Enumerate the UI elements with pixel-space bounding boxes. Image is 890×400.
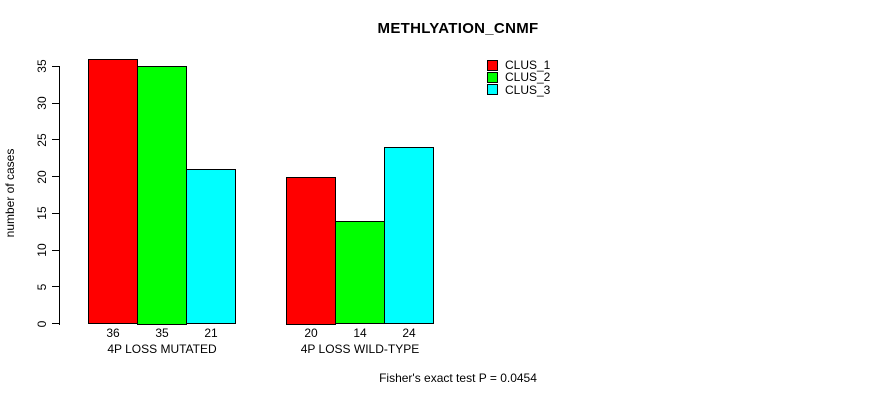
bar-value-label: 14 [353,326,367,340]
legend-label: CLUS_2 [505,70,551,85]
y-tick [52,102,60,104]
category-label: 4P LOSS MUTATED [107,342,217,356]
y-axis-label: number of cases [3,148,17,238]
y-tick-label: 10 [35,243,49,257]
y-tick-label: 5 [35,283,49,291]
legend-label: CLUS_3 [505,82,551,97]
bar-clus_2-group2 [335,220,385,325]
bar-clus_3-group2 [384,147,434,325]
legend-item-clus_1: CLUS_1 [487,59,550,71]
legend-label: CLUS_1 [505,58,551,72]
y-tick-label: 20 [35,169,49,184]
bar-value-label: 35 [155,326,169,340]
legend-swatch-icon [487,71,498,83]
chart-title: METHLYATION_CNMF [377,20,539,37]
y-tick [52,65,60,67]
y-tick [52,249,60,251]
y-tick [52,176,60,177]
y-tick [52,212,60,214]
bar-clus_1-group1 [88,58,138,325]
y-tick-label: 30 [35,96,49,110]
legend-swatch-icon [487,59,498,71]
bar-clus_2-group1 [137,66,187,325]
statistical-test-note: Fisher's exact test P = 0.0454 [379,371,537,385]
legend-swatch-icon [487,84,498,96]
y-tick [52,139,60,141]
y-tick-label: 0 [35,320,49,327]
bar-clus_3-group1 [186,169,236,325]
y-tick [52,286,60,288]
y-tick-label: 15 [35,206,49,220]
y-axis-line [59,66,60,325]
bar-value-label: 20 [304,326,318,340]
y-tick-label: 35 [35,59,49,73]
bar-value-label: 36 [106,326,120,340]
bar-clus_1-group2 [286,176,336,325]
bar-value-label: 24 [402,326,416,340]
legend-item-clus_3: CLUS_3 [487,84,550,96]
bar-value-label: 21 [204,326,218,340]
y-tick-label: 25 [35,133,49,147]
category-label: 4P LOSS WILD-TYPE [300,342,420,356]
y-tick [52,323,60,324]
legend-item-clus_2: CLUS_2 [487,71,550,83]
